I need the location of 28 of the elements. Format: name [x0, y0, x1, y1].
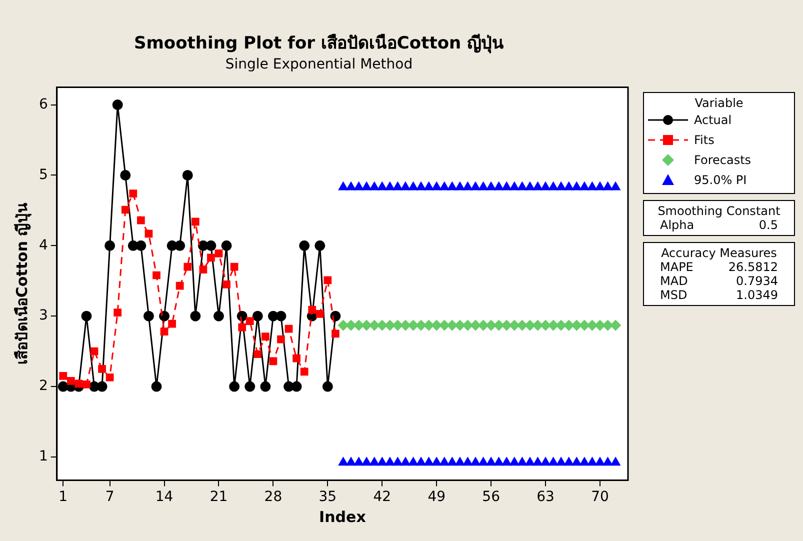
y-tick-label: 6 — [38, 96, 48, 112]
y-tick-label: 1 — [38, 448, 48, 465]
chart-title: Smoothing Plot for เสือปัดเนือCotton ญีปุ่น — [134, 32, 504, 54]
x-tick-label: 1 — [58, 489, 68, 506]
y-tick-label: 2 — [38, 378, 48, 394]
x-tick-label: 14 — [155, 489, 174, 506]
y-tick-label: 5 — [38, 166, 48, 183]
chart-subtitle: Single Exponential Method — [225, 56, 413, 72]
x-tick-label: 49 — [428, 489, 446, 506]
text: Smoothing Constant Alpha 0.5 — [658, 204, 780, 232]
x-tick-label: 21 — [210, 489, 228, 506]
x-tick-label: 70 — [591, 489, 609, 506]
text: Accuracy Measures MAPE 26.5812 MAD 0.7934 MSD 1.0349 — [660, 246, 778, 302]
legend-title: Variable — [694, 96, 744, 110]
x-tick-label: 63 — [536, 489, 554, 506]
legend-label: Fits — [694, 133, 714, 147]
y-tick-label: 3 — [38, 308, 48, 324]
x-tick-label: 42 — [373, 489, 392, 506]
legend-label: 95.0% PI — [694, 173, 747, 187]
x-axis-title: Index — [319, 508, 366, 526]
y-axis-title: เสือปัดเนือCotton ญีปุ่น — [12, 202, 32, 365]
x-tick-label: 7 — [105, 489, 114, 506]
x-tick-label: 35 — [318, 489, 337, 506]
x-tick-label: 28 — [264, 489, 282, 506]
y-tick-label: 4 — [38, 237, 48, 254]
legend-label: Forecasts — [694, 153, 752, 167]
legend-label: Actual — [694, 113, 732, 127]
x-tick-label: 56 — [482, 489, 500, 506]
